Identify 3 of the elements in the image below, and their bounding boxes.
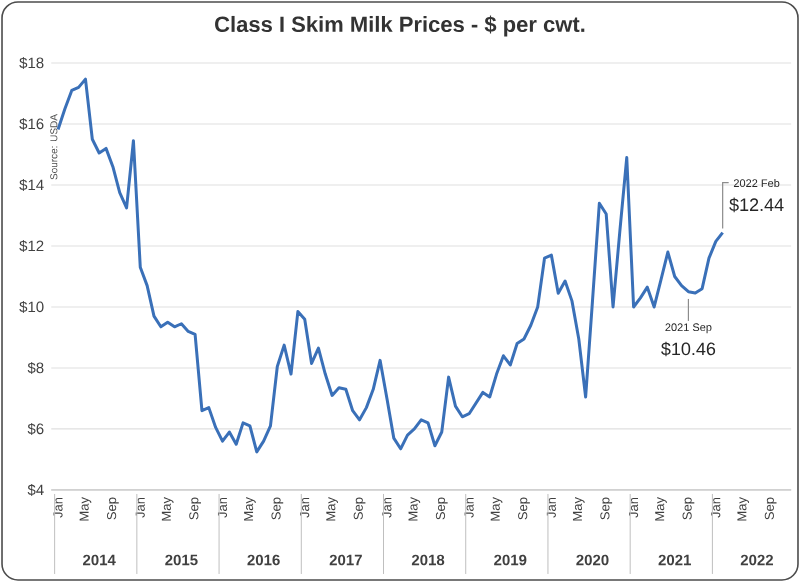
- annotation: $12.44: [729, 197, 784, 213]
- chart-title: Class I Skim Milk Prices - $ per cwt.: [215, 15, 585, 37]
- annotation: $10.46: [661, 341, 716, 357]
